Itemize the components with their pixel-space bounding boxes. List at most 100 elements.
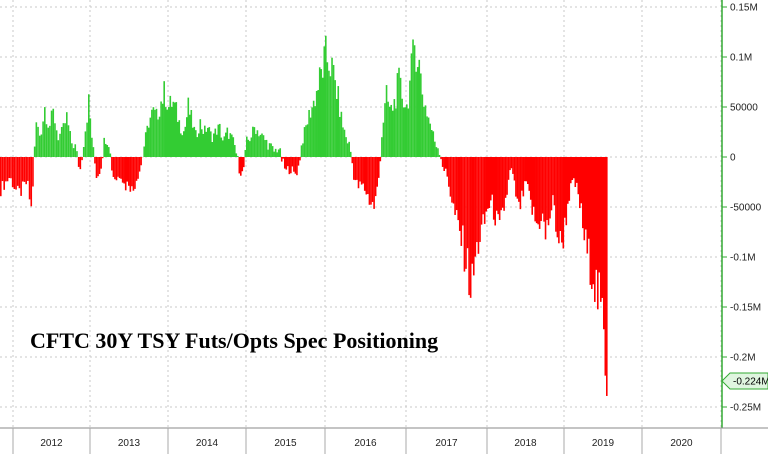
bar bbox=[434, 141, 436, 157]
bar bbox=[234, 145, 236, 157]
bar bbox=[166, 109, 169, 157]
bar bbox=[315, 90, 318, 157]
bar bbox=[306, 124, 309, 157]
bar bbox=[217, 124, 220, 157]
bar bbox=[512, 157, 514, 174]
bar bbox=[362, 157, 364, 184]
bar bbox=[529, 157, 532, 200]
bar bbox=[32, 157, 34, 187]
bar bbox=[374, 157, 377, 197]
bar bbox=[273, 151, 275, 157]
bar bbox=[160, 101, 162, 157]
bar bbox=[562, 157, 565, 249]
bar bbox=[91, 137, 93, 157]
bar bbox=[471, 157, 474, 264]
bar bbox=[448, 157, 450, 187]
bar bbox=[235, 153, 238, 157]
bar bbox=[521, 157, 523, 191]
bar bbox=[164, 107, 167, 157]
bar bbox=[311, 107, 313, 157]
bar bbox=[469, 157, 472, 298]
bar bbox=[180, 133, 182, 157]
bar bbox=[290, 157, 292, 174]
x-tick-label: 2013 bbox=[118, 438, 141, 449]
bar bbox=[92, 147, 95, 157]
bar bbox=[337, 86, 340, 157]
bar bbox=[82, 147, 85, 157]
bar bbox=[132, 157, 135, 191]
bar bbox=[387, 101, 389, 157]
bar bbox=[101, 157, 104, 159]
bar bbox=[246, 136, 248, 157]
bar bbox=[564, 157, 566, 218]
bar bbox=[540, 157, 542, 222]
bar bbox=[449, 157, 452, 197]
bar bbox=[381, 137, 383, 157]
bar bbox=[88, 94, 90, 157]
bar bbox=[370, 157, 372, 205]
bar bbox=[267, 149, 269, 157]
bar bbox=[406, 104, 408, 157]
bar bbox=[487, 157, 489, 209]
bar bbox=[423, 106, 425, 157]
bar bbox=[488, 157, 491, 208]
bar bbox=[154, 109, 156, 157]
bar bbox=[314, 106, 316, 157]
bar bbox=[79, 157, 82, 170]
bar bbox=[321, 77, 324, 157]
bar bbox=[13, 157, 16, 189]
bar bbox=[171, 106, 173, 157]
bar bbox=[95, 157, 98, 178]
bar bbox=[317, 89, 319, 157]
bar bbox=[186, 117, 188, 157]
y-tick-label: -0.1M bbox=[730, 253, 756, 264]
bar bbox=[223, 136, 226, 157]
bar bbox=[565, 157, 568, 226]
bar bbox=[396, 73, 399, 157]
bar bbox=[427, 117, 430, 157]
bar bbox=[288, 157, 291, 175]
bar bbox=[410, 53, 413, 157]
chart-title: CFTC 30Y TSY Futs/Opts Spec Positioning bbox=[30, 328, 438, 353]
bar bbox=[503, 157, 505, 211]
bar bbox=[45, 124, 48, 157]
bar bbox=[318, 67, 321, 157]
bar bbox=[71, 143, 73, 157]
bar bbox=[204, 125, 206, 157]
bar bbox=[146, 125, 149, 157]
bar bbox=[123, 157, 125, 184]
bar bbox=[398, 67, 400, 157]
bar bbox=[491, 157, 494, 195]
bar bbox=[181, 135, 184, 157]
bar bbox=[240, 157, 242, 176]
bar bbox=[367, 157, 369, 195]
bar bbox=[35, 122, 38, 157]
bar bbox=[111, 157, 113, 171]
bar bbox=[120, 157, 122, 179]
bar bbox=[388, 106, 391, 157]
bar bbox=[446, 157, 449, 177]
bar bbox=[476, 157, 478, 243]
bar bbox=[421, 94, 424, 157]
bar bbox=[44, 107, 46, 157]
bar bbox=[516, 157, 519, 199]
bar bbox=[435, 147, 438, 157]
bar bbox=[253, 127, 256, 157]
bar bbox=[482, 157, 484, 215]
bar bbox=[462, 157, 464, 226]
bar bbox=[232, 137, 235, 157]
bar bbox=[455, 157, 458, 211]
bar bbox=[69, 131, 71, 157]
bar bbox=[559, 157, 562, 232]
bar bbox=[128, 157, 130, 186]
bar bbox=[54, 123, 56, 157]
bar bbox=[277, 149, 280, 157]
bar bbox=[489, 157, 492, 201]
bar bbox=[359, 157, 361, 182]
bar bbox=[432, 131, 435, 157]
bar bbox=[500, 157, 502, 211]
bar bbox=[507, 157, 510, 180]
bar bbox=[131, 157, 133, 187]
bar bbox=[580, 157, 583, 204]
bar bbox=[589, 157, 592, 285]
